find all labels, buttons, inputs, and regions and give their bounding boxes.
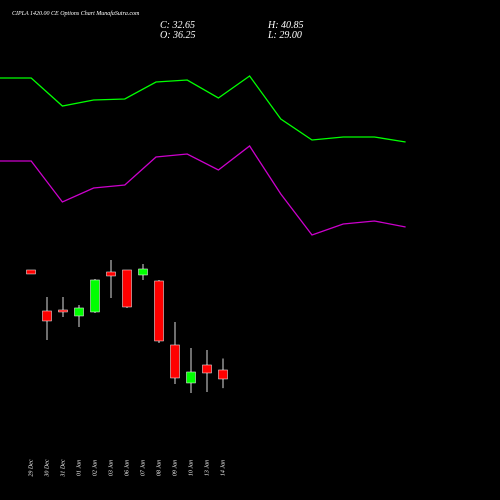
x-tick-label: 01 Jan [76,460,82,476]
candle-body [218,369,228,380]
x-tick-label: 31 Dec [60,459,66,477]
chart-title: CIPLA 1420.00 CE Options Chart MunafaSut… [12,10,140,17]
candle-body [154,280,164,342]
line [0,75,406,143]
x-tick-label: 29 Dec [28,459,34,476]
annotation: L: 29.00 [267,30,302,41]
x-tick-label: 13 Jan [204,460,210,476]
annotation: O: 36.25 [160,30,196,41]
line [0,145,406,236]
candle-body [58,309,68,313]
annotation: C: 32.65 [160,20,195,31]
candle-body [122,269,132,308]
x-tick-label: 08 Jan [156,460,162,476]
candle-body [186,371,196,384]
candle-body [202,364,212,374]
x-tick-label: 02 Jan [92,460,98,476]
annotation: H: 40.85 [267,20,304,31]
candle-body [90,279,100,313]
candle-body [26,269,36,275]
candle-body [106,271,116,277]
x-tick-label: 10 Jan [188,460,194,476]
candle-body [138,268,148,276]
x-tick-label: 07 Jan [140,460,146,476]
candle-body [74,307,84,317]
x-tick-label: 30 Dec [44,459,50,477]
x-tick-label: 03 Jan [108,460,114,476]
x-tick-label: 09 Jan [172,460,178,476]
candle-body [170,344,180,379]
x-tick-label: 14 Jan [219,460,226,476]
x-tick-label: 06 Jan [124,460,130,476]
candle-body [42,310,52,322]
